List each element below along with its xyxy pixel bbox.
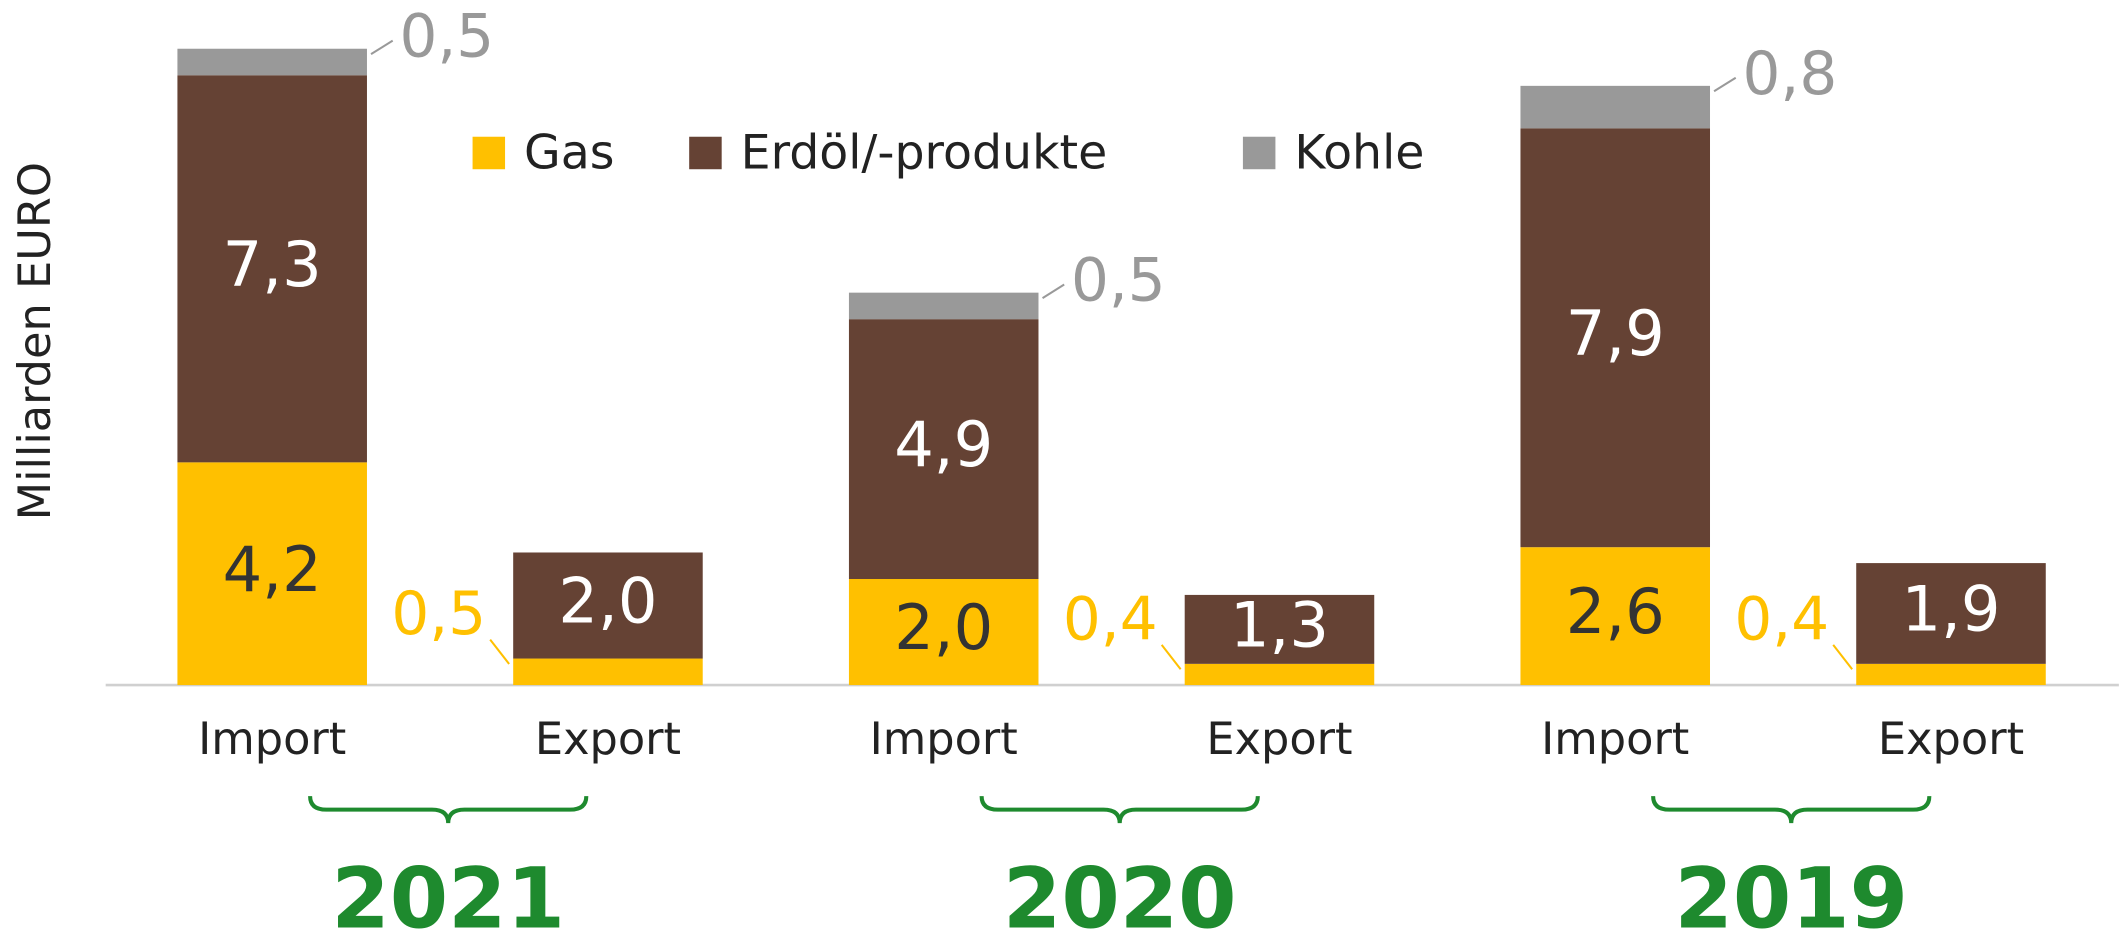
- value-label: 7,3: [223, 228, 322, 301]
- group-brace: [308, 795, 589, 824]
- x-tick-label: Export: [1206, 713, 1352, 765]
- legend-label: Kohle: [1294, 126, 1424, 181]
- value-label: 2,0: [558, 565, 657, 638]
- bar-segment: [177, 75, 367, 463]
- bar-segment: [1184, 663, 1375, 686]
- bar-segment: [1184, 594, 1375, 664]
- leader-line: [1713, 76, 1737, 93]
- leader-line: [1160, 644, 1182, 670]
- group-label: 2019: [1674, 849, 1908, 945]
- x-tick-label: Import: [198, 713, 346, 765]
- bar-segment: [1856, 663, 2046, 686]
- leader-line: [1042, 283, 1065, 299]
- leader-line: [489, 638, 510, 665]
- bar-segment: [1520, 85, 1711, 129]
- value-label: 0,4: [1734, 585, 1829, 654]
- leader-line: [370, 39, 394, 56]
- y-axis-label: Milliarden EURO: [9, 162, 61, 521]
- group-label: 2021: [331, 849, 565, 945]
- value-label: 4,2: [223, 533, 322, 606]
- legend-swatch: [1242, 136, 1276, 170]
- legend-swatch: [689, 136, 722, 170]
- bar-segment: [848, 292, 1039, 320]
- bar-segment: [1520, 547, 1711, 686]
- x-tick-label: Import: [870, 713, 1018, 765]
- value-label: 0,8: [1742, 40, 1837, 109]
- leader-line: [1832, 644, 1853, 670]
- x-tick-label: Export: [535, 713, 681, 765]
- legend-swatch: [472, 136, 506, 170]
- value-label: 0,5: [399, 3, 494, 72]
- value-label: 0,5: [391, 580, 486, 649]
- bar-segment: [177, 48, 367, 76]
- value-label: 7,9: [1566, 297, 1665, 370]
- group-brace: [1651, 795, 1932, 824]
- x-tick-label: Export: [1878, 713, 2024, 765]
- bar-segment: [848, 319, 1039, 580]
- legend-label: Erdöl/-produkte: [741, 126, 1108, 181]
- value-label: 0,4: [1063, 585, 1158, 654]
- value-label: 2,0: [894, 591, 993, 664]
- value-label: 1,9: [1901, 573, 2000, 646]
- value-label: 0,5: [1071, 247, 1166, 316]
- x-tick-label: Import: [1541, 713, 1689, 765]
- value-label: 1,3: [1230, 588, 1329, 661]
- bar-segment: [848, 579, 1039, 686]
- bar-segment: [513, 658, 703, 686]
- bar-segment: [1520, 128, 1711, 548]
- legend-label: Gas: [524, 126, 614, 181]
- value-label: 4,9: [894, 408, 993, 481]
- bar-segment: [1856, 563, 2046, 664]
- group-label: 2020: [1003, 849, 1237, 945]
- group-brace: [979, 795, 1260, 824]
- bar-segment: [177, 462, 367, 686]
- bar-segment: [513, 552, 703, 659]
- value-label: 2,6: [1566, 575, 1665, 648]
